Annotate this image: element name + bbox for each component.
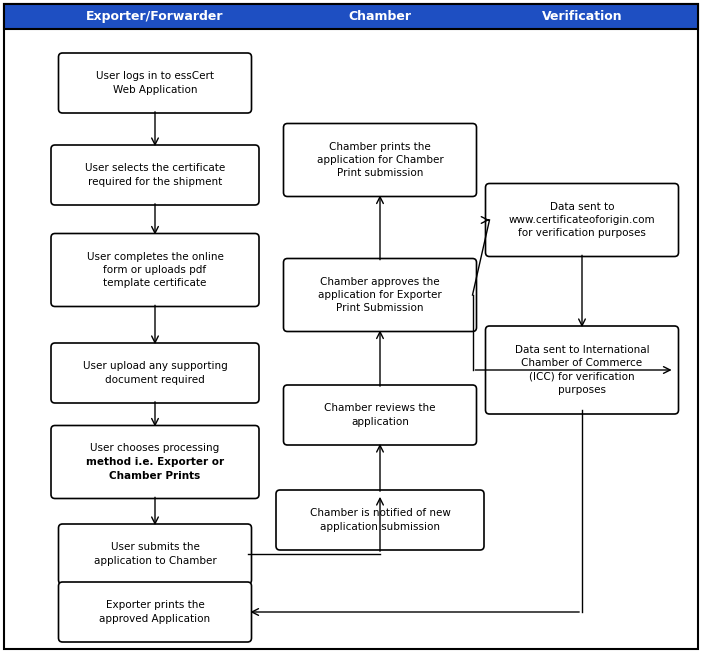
Text: method i.e. Exporter or: method i.e. Exporter or — [86, 457, 224, 467]
FancyBboxPatch shape — [51, 234, 259, 306]
FancyBboxPatch shape — [51, 343, 259, 403]
FancyBboxPatch shape — [4, 4, 698, 649]
FancyBboxPatch shape — [58, 582, 251, 642]
FancyBboxPatch shape — [58, 524, 251, 584]
Text: User selects the certificate
required for the shipment: User selects the certificate required fo… — [85, 163, 225, 187]
Text: Data sent to International
Chamber of Commerce
(ICC) for verification
purposes: Data sent to International Chamber of Co… — [515, 345, 649, 395]
Text: User chooses processing: User chooses processing — [91, 443, 220, 453]
Text: Chamber is notified of new
application submission: Chamber is notified of new application s… — [310, 509, 451, 532]
Bar — [4, 4, 698, 29]
FancyBboxPatch shape — [58, 53, 251, 113]
Text: Chamber reviews the
application: Chamber reviews the application — [324, 404, 436, 426]
FancyBboxPatch shape — [276, 490, 484, 550]
FancyBboxPatch shape — [284, 123, 477, 197]
Text: Chamber approves the
application for Exporter
Print Submission: Chamber approves the application for Exp… — [318, 277, 442, 313]
FancyBboxPatch shape — [284, 259, 477, 332]
FancyBboxPatch shape — [284, 385, 477, 445]
FancyBboxPatch shape — [51, 145, 259, 205]
Text: Chamber Prints: Chamber Prints — [110, 471, 201, 481]
Text: User upload any supporting
document required: User upload any supporting document requ… — [83, 361, 227, 385]
FancyBboxPatch shape — [486, 183, 679, 257]
Text: Chamber: Chamber — [348, 10, 411, 23]
Text: Verification: Verification — [542, 10, 622, 23]
Text: Chamber prints the
application for Chamber
Print submission: Chamber prints the application for Chamb… — [317, 142, 444, 178]
FancyBboxPatch shape — [51, 426, 259, 498]
Text: Exporter prints the
approved Application: Exporter prints the approved Application — [100, 600, 211, 624]
Text: Exporter/Forwarder: Exporter/Forwarder — [86, 10, 224, 23]
Text: User submits the
application to Chamber: User submits the application to Chamber — [93, 543, 216, 565]
Text: Data sent to
www.certificateoforigin.com
for verification purposes: Data sent to www.certificateoforigin.com… — [509, 202, 655, 238]
Text: User completes the online
form or uploads pdf
template certificate: User completes the online form or upload… — [86, 252, 223, 288]
FancyBboxPatch shape — [486, 326, 679, 414]
Text: User logs in to essCert
Web Application: User logs in to essCert Web Application — [96, 71, 214, 95]
